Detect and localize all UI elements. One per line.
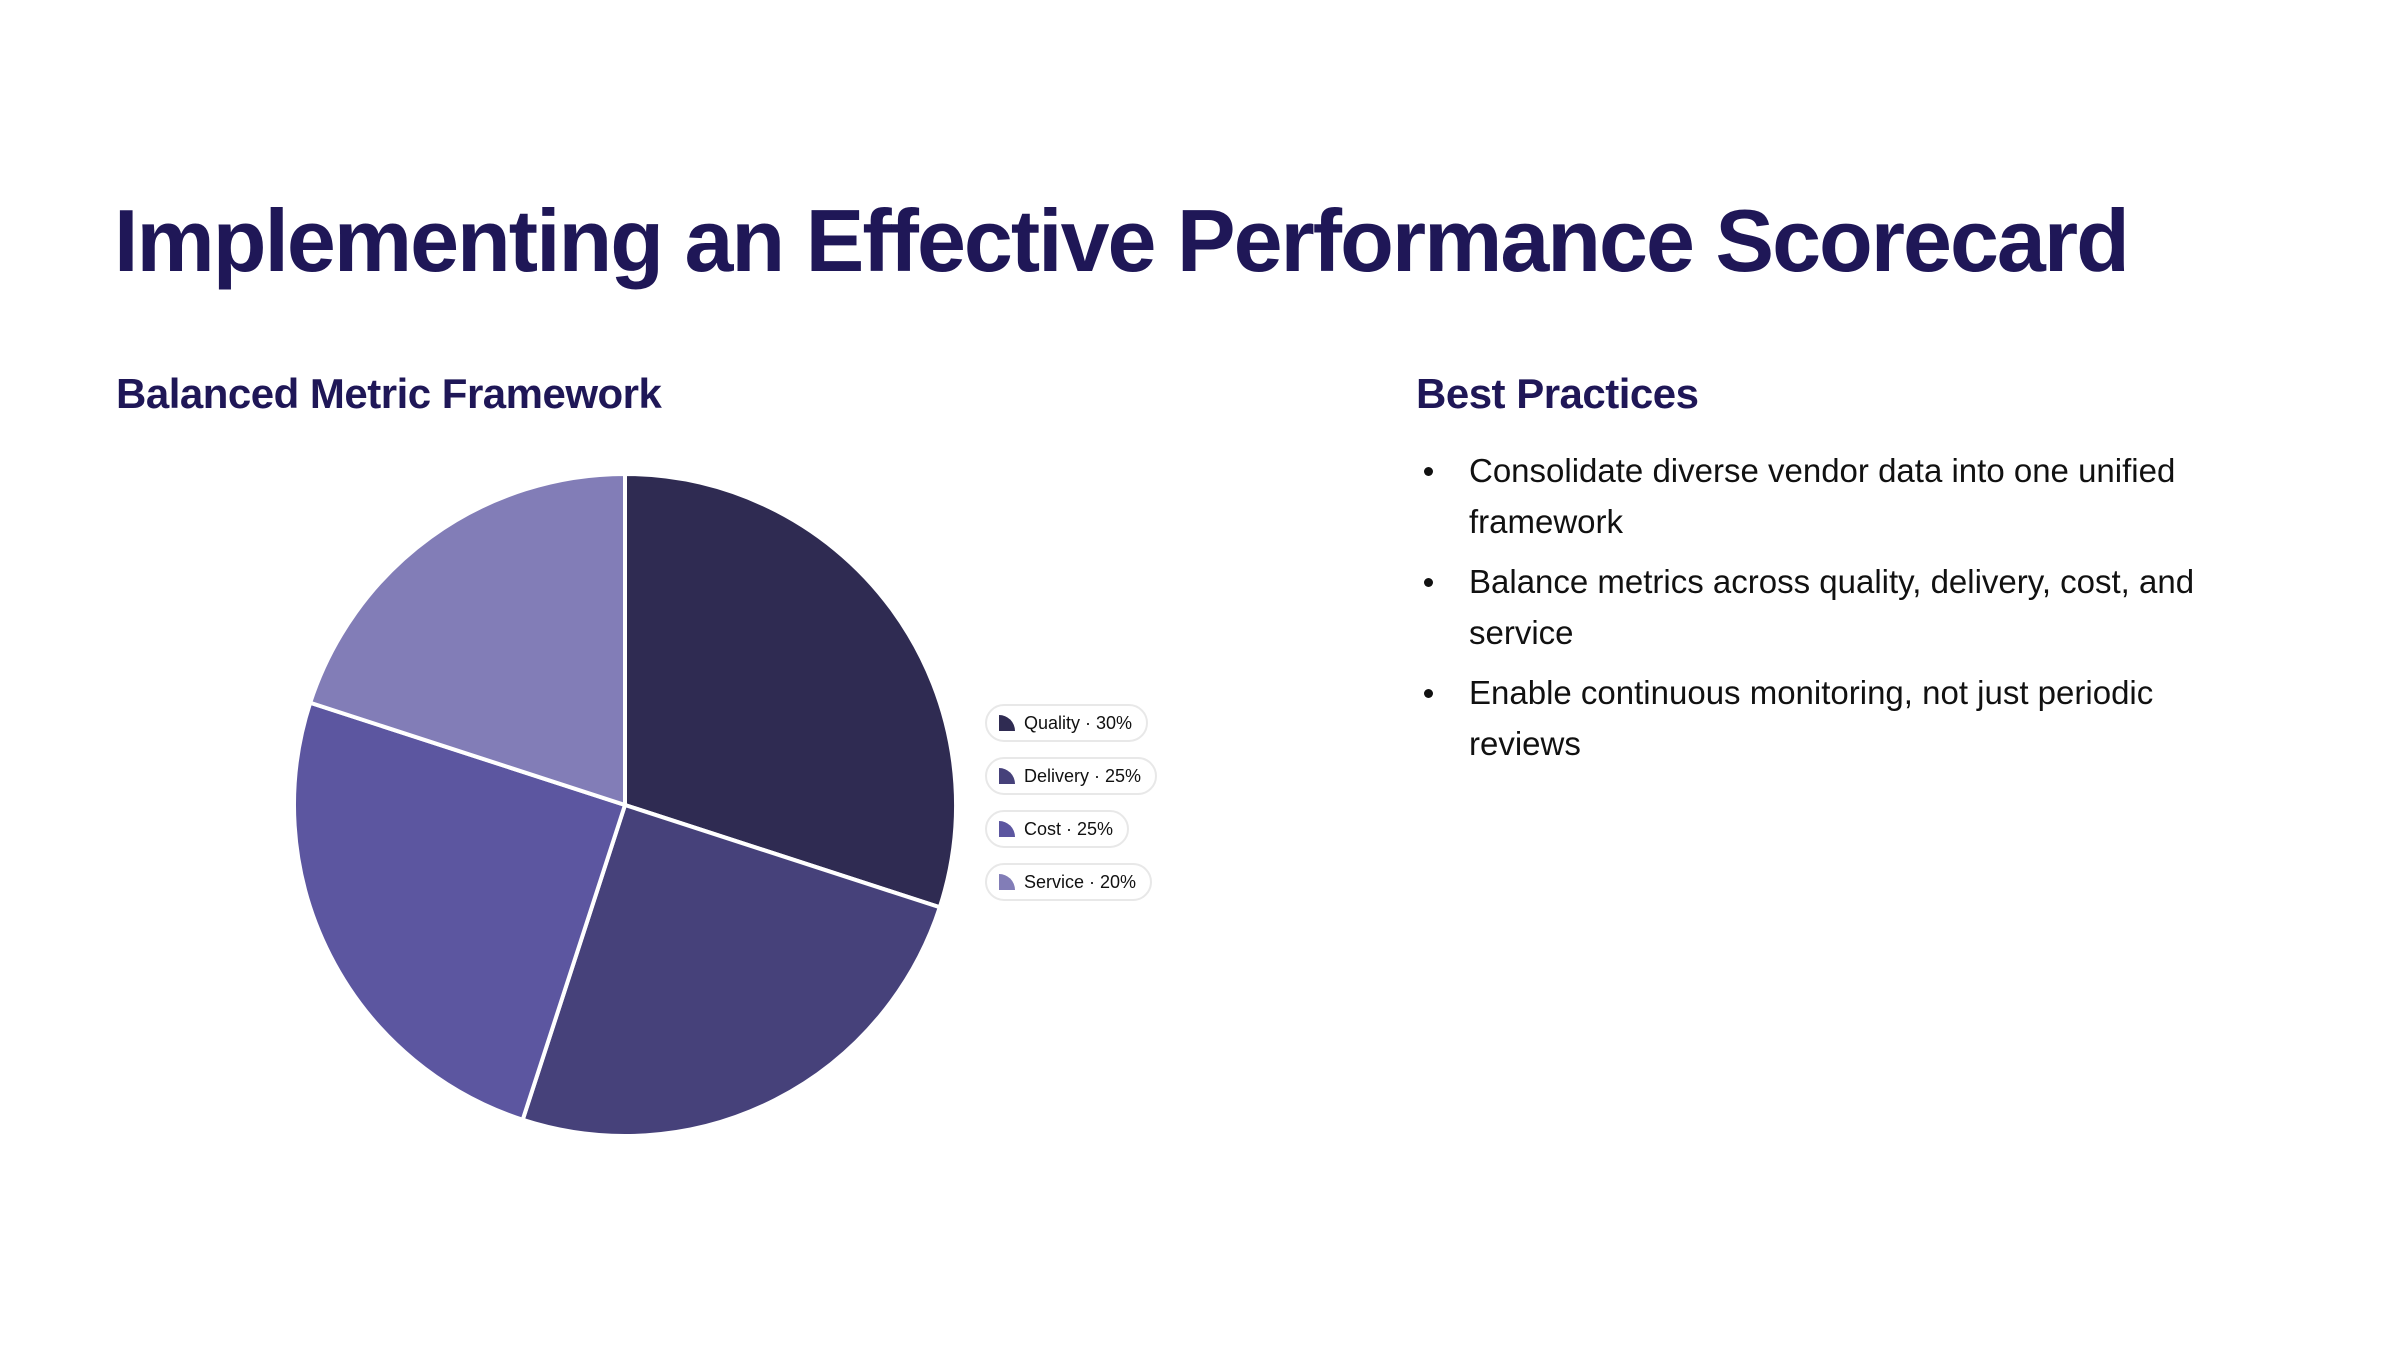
legend-swatch-icon [999, 874, 1015, 890]
legend-label: Cost · 25% [1024, 818, 1114, 839]
pie-slice-cost [292, 700, 627, 1122]
legend-label: Service · 20% [1024, 871, 1137, 892]
best-practices-list: Consolidate diverse vendor data into one… [1416, 445, 2256, 778]
legend-swatch-icon [999, 768, 1015, 784]
legend-label: Quality · 30% [1024, 712, 1133, 733]
best-practices-heading: Best Practices [1416, 370, 1699, 417]
bullet-item: Enable continuous monitoring, not just p… [1416, 667, 2256, 769]
legend-item-service: Service · 20% [985, 863, 1153, 901]
legend-item-quality: Quality · 30% [985, 704, 1149, 742]
pie-slice-service [308, 472, 627, 807]
pie-chart [292, 472, 958, 1138]
bullet-item: Balance metrics across quality, delivery… [1416, 556, 2256, 658]
legend-item-delivery: Delivery · 25% [985, 757, 1158, 795]
slide-title: Implementing an Effective Performance Sc… [114, 191, 2130, 290]
legend-swatch-icon [999, 821, 1015, 837]
pie-slice-delivery [520, 803, 942, 1138]
legend-item-cost: Cost · 25% [985, 810, 1130, 848]
chart-legend: Quality · 30% Delivery · 25% Cost · 25% … [985, 704, 1158, 916]
legend-swatch-icon [999, 715, 1015, 731]
legend-label: Delivery · 25% [1024, 765, 1142, 786]
bullet-item: Consolidate diverse vendor data into one… [1416, 445, 2256, 547]
chart-heading: Balanced Metric Framework [116, 370, 662, 417]
pie-slice-quality [623, 472, 958, 910]
